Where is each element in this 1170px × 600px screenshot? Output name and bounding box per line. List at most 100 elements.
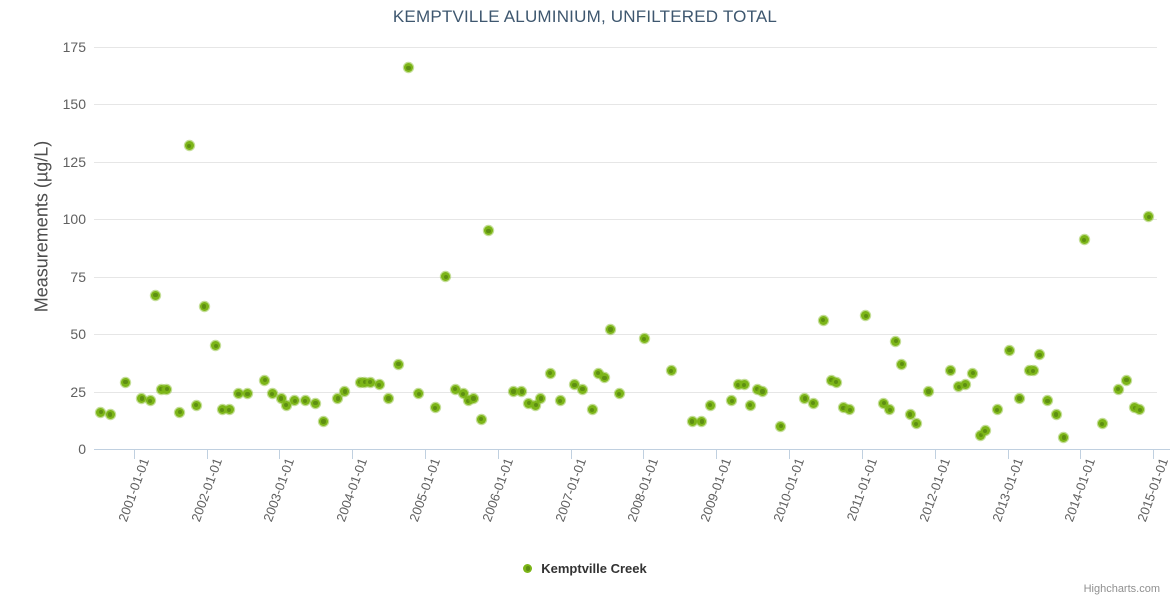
data-point[interactable] — [687, 416, 697, 426]
data-point[interactable] — [224, 405, 234, 415]
data-point[interactable] — [151, 290, 161, 300]
data-point[interactable] — [954, 382, 964, 392]
data-point[interactable] — [992, 405, 1002, 415]
data-point[interactable] — [105, 410, 115, 420]
data-point[interactable] — [697, 416, 707, 426]
data-point[interactable] — [745, 400, 755, 410]
data-point[interactable] — [175, 407, 185, 417]
data-point[interactable] — [1113, 384, 1123, 394]
data-point[interactable] — [458, 389, 468, 399]
data-point[interactable] — [831, 377, 841, 387]
data-point[interactable] — [705, 400, 715, 410]
data-point[interactable] — [290, 396, 300, 406]
data-point[interactable] — [968, 368, 978, 378]
data-point[interactable] — [318, 416, 328, 426]
data-point[interactable] — [383, 393, 393, 403]
data-point[interactable] — [924, 387, 934, 397]
data-point[interactable] — [555, 396, 565, 406]
data-point[interactable] — [1043, 396, 1053, 406]
data-point[interactable] — [839, 403, 849, 413]
data-point[interactable] — [469, 393, 479, 403]
data-point[interactable] — [276, 393, 286, 403]
data-point[interactable] — [1035, 350, 1045, 360]
data-point[interactable] — [217, 405, 227, 415]
data-point[interactable] — [1014, 393, 1024, 403]
data-point[interactable] — [243, 389, 252, 399]
data-point[interactable] — [1121, 375, 1131, 385]
data-point[interactable] — [666, 366, 676, 376]
data-point[interactable] — [757, 387, 767, 397]
data-point[interactable] — [905, 410, 915, 420]
data-point[interactable] — [333, 393, 343, 403]
data-point[interactable] — [818, 315, 828, 325]
data-point[interactable] — [524, 398, 534, 408]
data-point[interactable] — [157, 384, 167, 394]
data-point[interactable] — [441, 272, 451, 282]
data-point[interactable] — [739, 380, 749, 390]
data-point[interactable] — [414, 389, 424, 399]
data-point[interactable] — [879, 398, 889, 408]
data-point[interactable] — [211, 341, 221, 351]
data-point[interactable] — [1097, 419, 1107, 429]
data-point[interactable] — [430, 403, 440, 413]
data-point[interactable] — [450, 384, 460, 394]
data-point[interactable] — [980, 426, 990, 436]
data-point[interactable] — [300, 396, 310, 406]
data-point[interactable] — [1130, 403, 1140, 413]
highcharts-credits[interactable]: Highcharts.com — [1083, 583, 1160, 595]
data-point[interactable] — [234, 389, 244, 399]
data-point[interactable] — [569, 380, 579, 390]
data-point[interactable] — [776, 421, 786, 431]
data-point[interactable] — [577, 384, 587, 394]
data-point[interactable] — [885, 405, 895, 415]
data-point[interactable] — [310, 398, 320, 408]
data-point[interactable] — [606, 325, 616, 335]
data-point[interactable] — [891, 336, 901, 346]
data-point[interactable] — [281, 400, 291, 410]
data-point[interactable] — [800, 393, 810, 403]
data-point[interactable] — [1028, 366, 1038, 376]
data-point[interactable] — [600, 373, 610, 383]
data-point[interactable] — [267, 389, 277, 399]
data-point[interactable] — [360, 377, 370, 387]
data-point[interactable] — [1059, 433, 1069, 442]
data-point[interactable] — [752, 384, 762, 394]
data-point[interactable] — [484, 226, 494, 236]
data-point[interactable] — [120, 377, 130, 387]
data-point[interactable] — [1144, 212, 1154, 222]
data-point[interactable] — [826, 375, 836, 385]
data-point[interactable] — [260, 375, 270, 385]
data-point[interactable] — [545, 368, 555, 378]
data-point[interactable] — [945, 366, 955, 376]
data-point[interactable] — [531, 400, 541, 410]
data-point[interactable] — [976, 430, 986, 440]
data-point[interactable] — [184, 141, 194, 151]
data-point[interactable] — [536, 393, 546, 403]
data-point[interactable] — [96, 407, 106, 417]
data-point[interactable] — [1004, 345, 1014, 355]
data-point[interactable] — [517, 387, 527, 397]
data-point[interactable] — [960, 380, 970, 390]
data-point[interactable] — [374, 380, 384, 390]
data-point[interactable] — [593, 368, 603, 378]
data-point[interactable] — [1079, 235, 1089, 245]
data-point[interactable] — [508, 387, 518, 397]
data-point[interactable] — [861, 311, 871, 321]
data-point[interactable] — [1135, 405, 1145, 415]
data-point[interactable] — [639, 334, 649, 344]
data-point[interactable] — [727, 396, 737, 406]
data-point[interactable] — [897, 359, 907, 369]
data-point[interactable] — [404, 63, 414, 73]
data-point[interactable] — [614, 389, 624, 399]
data-point[interactable] — [733, 380, 743, 390]
data-point[interactable] — [137, 393, 147, 403]
data-point[interactable] — [911, 419, 921, 429]
legend-item-kemptville-creek[interactable]: Kemptville Creek — [523, 561, 647, 576]
data-point[interactable] — [340, 387, 350, 397]
data-point[interactable] — [476, 414, 486, 424]
data-point[interactable] — [355, 377, 365, 387]
data-point[interactable] — [162, 384, 172, 394]
data-point[interactable] — [393, 359, 403, 369]
data-point[interactable] — [145, 396, 155, 406]
data-point[interactable] — [1051, 410, 1061, 420]
